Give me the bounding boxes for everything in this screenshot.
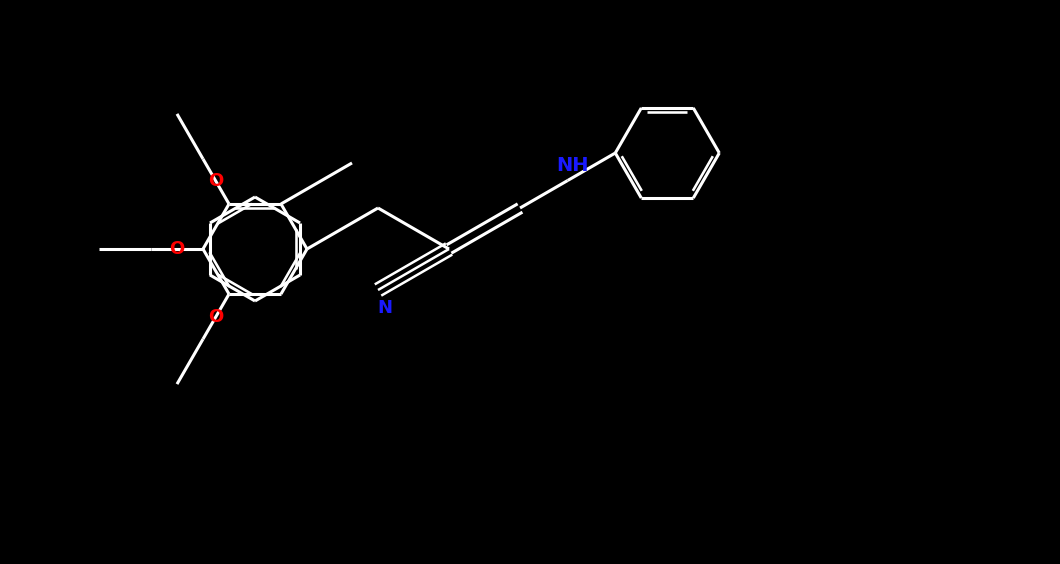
Text: O: O (170, 240, 184, 258)
Text: N: N (377, 299, 392, 317)
Text: NH: NH (556, 156, 589, 175)
Text: O: O (209, 307, 224, 325)
Text: O: O (209, 173, 224, 191)
